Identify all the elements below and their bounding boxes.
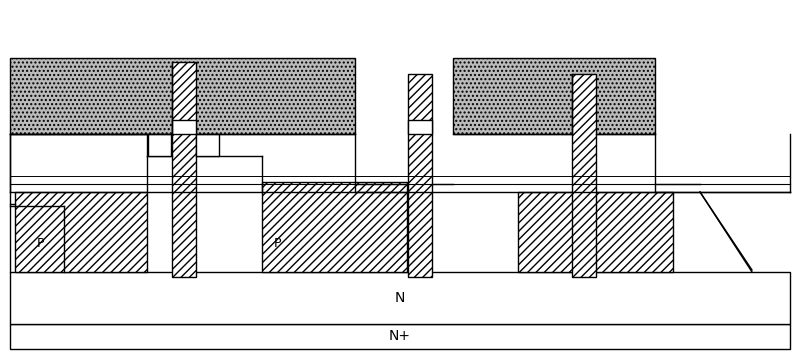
Text: N: N	[395, 291, 405, 305]
Text: N+: N+	[151, 140, 168, 150]
Bar	[10, 272, 790, 324]
Bar	[10, 58, 355, 134]
Bar	[408, 120, 432, 134]
Bar	[172, 120, 196, 134]
Bar	[148, 134, 171, 156]
Bar	[172, 62, 196, 277]
Bar	[196, 134, 219, 156]
Text: P: P	[274, 237, 282, 250]
Text: P: P	[580, 237, 587, 250]
Bar	[518, 192, 673, 272]
Bar	[10, 324, 790, 349]
Bar	[262, 182, 407, 272]
Text: N+: N+	[389, 330, 411, 343]
Text: p+: p+	[177, 122, 191, 132]
Bar	[572, 74, 596, 277]
Bar	[453, 58, 655, 134]
Text: P: P	[37, 237, 45, 250]
Text: p+: p+	[413, 122, 427, 132]
Text: N+: N+	[199, 140, 216, 150]
Bar	[15, 192, 147, 272]
Bar	[408, 74, 432, 277]
